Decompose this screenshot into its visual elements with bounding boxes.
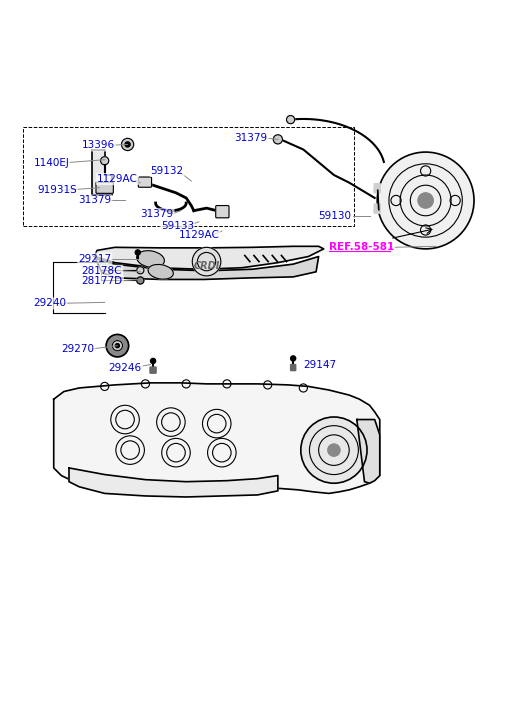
Ellipse shape [148,265,174,279]
Polygon shape [357,419,380,483]
Circle shape [100,156,109,165]
Text: 29240: 29240 [33,298,66,308]
Text: 28177D: 28177D [82,276,123,286]
Text: 59133: 59133 [161,221,194,231]
Text: 59130: 59130 [319,211,352,221]
Text: 31379: 31379 [78,196,111,206]
Text: 29147: 29147 [303,360,336,369]
Ellipse shape [136,251,164,268]
Text: 29217: 29217 [78,254,111,264]
Circle shape [137,277,144,284]
Circle shape [328,444,340,457]
FancyBboxPatch shape [290,364,296,371]
Circle shape [273,134,282,144]
FancyBboxPatch shape [139,177,151,188]
Text: REF.58-581: REF.58-581 [329,242,394,252]
Circle shape [122,138,134,150]
Text: 59132: 59132 [150,166,184,176]
Text: 31379: 31379 [234,133,268,142]
FancyBboxPatch shape [150,367,156,373]
Text: 1129AC: 1129AC [179,230,219,240]
Circle shape [106,334,129,357]
Polygon shape [94,257,319,279]
Polygon shape [69,468,278,497]
Circle shape [377,152,474,249]
Text: 28178C: 28178C [82,266,122,276]
Polygon shape [92,150,112,196]
Circle shape [112,340,123,350]
Text: CRDI: CRDI [193,261,220,270]
Text: 1129AC: 1129AC [97,174,138,184]
FancyBboxPatch shape [216,206,229,218]
FancyBboxPatch shape [374,184,380,193]
Circle shape [135,250,140,255]
Text: 1140EJ: 1140EJ [33,158,69,168]
Circle shape [301,417,367,483]
FancyBboxPatch shape [96,182,113,193]
Circle shape [150,358,156,364]
Polygon shape [54,383,380,494]
Circle shape [418,193,433,208]
Polygon shape [94,246,324,269]
Text: 13396: 13396 [82,140,115,150]
Text: 91931S: 91931S [38,185,77,196]
Text: 29246: 29246 [109,363,142,372]
Circle shape [286,116,295,124]
Circle shape [192,247,221,276]
Circle shape [125,142,130,147]
Circle shape [115,344,119,348]
Circle shape [137,267,144,274]
Text: 31379: 31379 [140,209,174,220]
Text: 29270: 29270 [61,345,94,354]
Circle shape [290,356,296,361]
FancyBboxPatch shape [374,204,380,213]
